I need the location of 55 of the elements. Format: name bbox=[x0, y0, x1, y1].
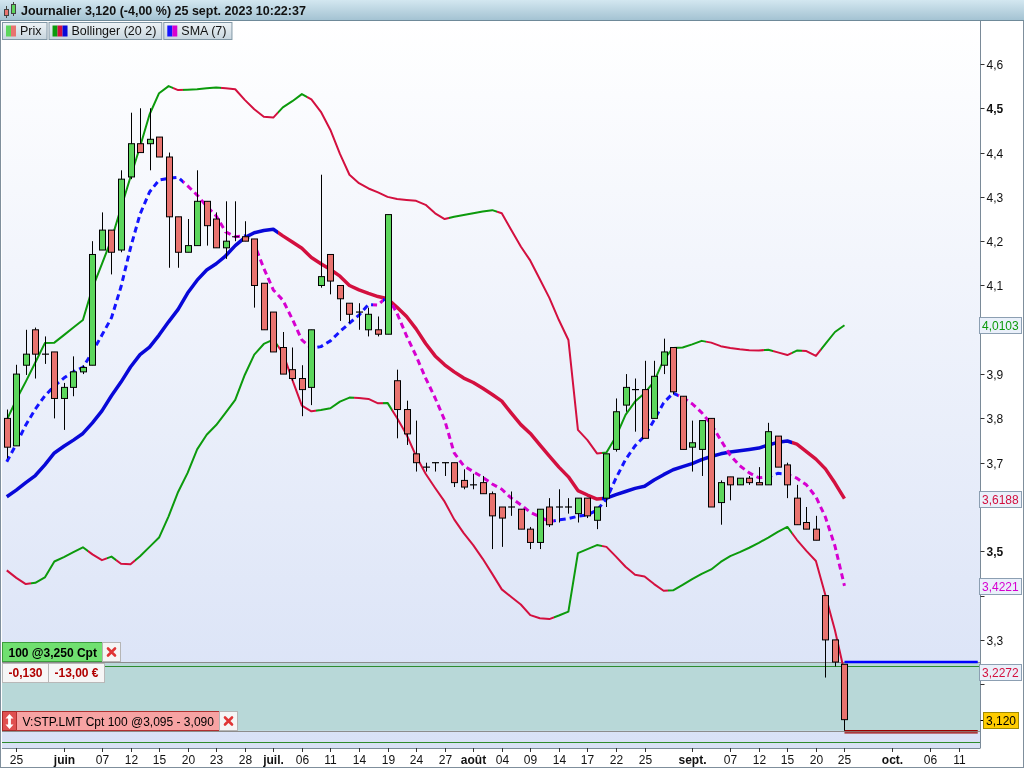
x-tick-label: 07 bbox=[95, 753, 110, 768]
annotation: 100 @3,250 Cpt bbox=[8, 645, 97, 660]
y-tick-label: 4,2 bbox=[986, 234, 1004, 249]
y-tick-label: 3,8 bbox=[986, 411, 1004, 426]
annotation: 3,6188 bbox=[982, 492, 1020, 507]
y-tick-label: 4,4 bbox=[986, 146, 1004, 161]
annotation: V:STP.LMT Cpt 100 @3,095 - 3,090 bbox=[22, 714, 215, 729]
x-tick-label: 06 bbox=[923, 753, 938, 768]
annotation: -0,130 bbox=[8, 665, 43, 680]
x-tick-label: 25 bbox=[837, 753, 852, 768]
y-tick-label: 3,7 bbox=[986, 456, 1004, 471]
x-tick-label: 06 bbox=[295, 753, 310, 768]
y-tick-label: 4,5 bbox=[986, 101, 1004, 116]
text: Bollinger (20 2) bbox=[71, 24, 157, 39]
x-tick-label: sept. bbox=[678, 753, 707, 768]
x-tick-label: 25 bbox=[638, 753, 653, 768]
x-tick-label: 27 bbox=[438, 753, 453, 768]
x-tick-label: 20 bbox=[181, 753, 196, 768]
annotation: 3,2272 bbox=[982, 665, 1020, 680]
x-tick-label: 28 bbox=[238, 753, 253, 768]
x-tick-label: 15 bbox=[780, 753, 795, 768]
x-tick-label: juil. bbox=[262, 753, 284, 768]
x-tick-label: 15 bbox=[152, 753, 167, 768]
x-tick-label: juin bbox=[52, 753, 76, 768]
x-tick-label: 17 bbox=[580, 753, 595, 768]
x-tick-label: 25 bbox=[9, 753, 24, 768]
x-tick-label: 12 bbox=[752, 753, 767, 768]
x-tick-label: oct. bbox=[881, 753, 904, 768]
x-tick-label: 22 bbox=[609, 753, 624, 768]
chart-title: Journalier 3,120 (-4,00 %) 25 sept. 2023 10:22:37 bbox=[21, 3, 306, 18]
x-tick-label: 09 bbox=[523, 753, 538, 768]
x-tick-label: 24 bbox=[409, 753, 424, 768]
x-tick-label: 14 bbox=[352, 753, 367, 768]
x-tick-label: août bbox=[460, 753, 487, 768]
text: SMA (7) bbox=[181, 24, 227, 39]
annotation: -13,00 € bbox=[54, 665, 99, 680]
y-tick-label: 3,9 bbox=[986, 367, 1004, 382]
x-tick-label: 11 bbox=[324, 753, 338, 768]
legend-label: Prix bbox=[20, 24, 43, 39]
y-tick-label: 3,5 bbox=[986, 544, 1004, 559]
y-tick-label: 4,1 bbox=[986, 278, 1004, 293]
y-tick-label: 4,6 bbox=[986, 57, 1004, 72]
x-tick-label: 07 bbox=[723, 753, 738, 768]
x-tick-label: 12 bbox=[124, 753, 139, 768]
x-tick-label: 11 bbox=[953, 753, 967, 768]
x-tick-label: 20 bbox=[809, 753, 824, 768]
annotation: 3,120 bbox=[986, 713, 1017, 728]
x-tick-label: 04 bbox=[495, 753, 510, 768]
y-tick-label: 3,3 bbox=[986, 633, 1004, 648]
x-tick-label: 19 bbox=[381, 753, 396, 768]
annotation: 4,0103 bbox=[982, 318, 1020, 333]
annotation: 3,4221 bbox=[982, 579, 1020, 594]
y-tick-label: 4,3 bbox=[986, 190, 1004, 205]
x-tick-label: 14 bbox=[552, 753, 567, 768]
x-tick-label: 23 bbox=[209, 753, 224, 768]
